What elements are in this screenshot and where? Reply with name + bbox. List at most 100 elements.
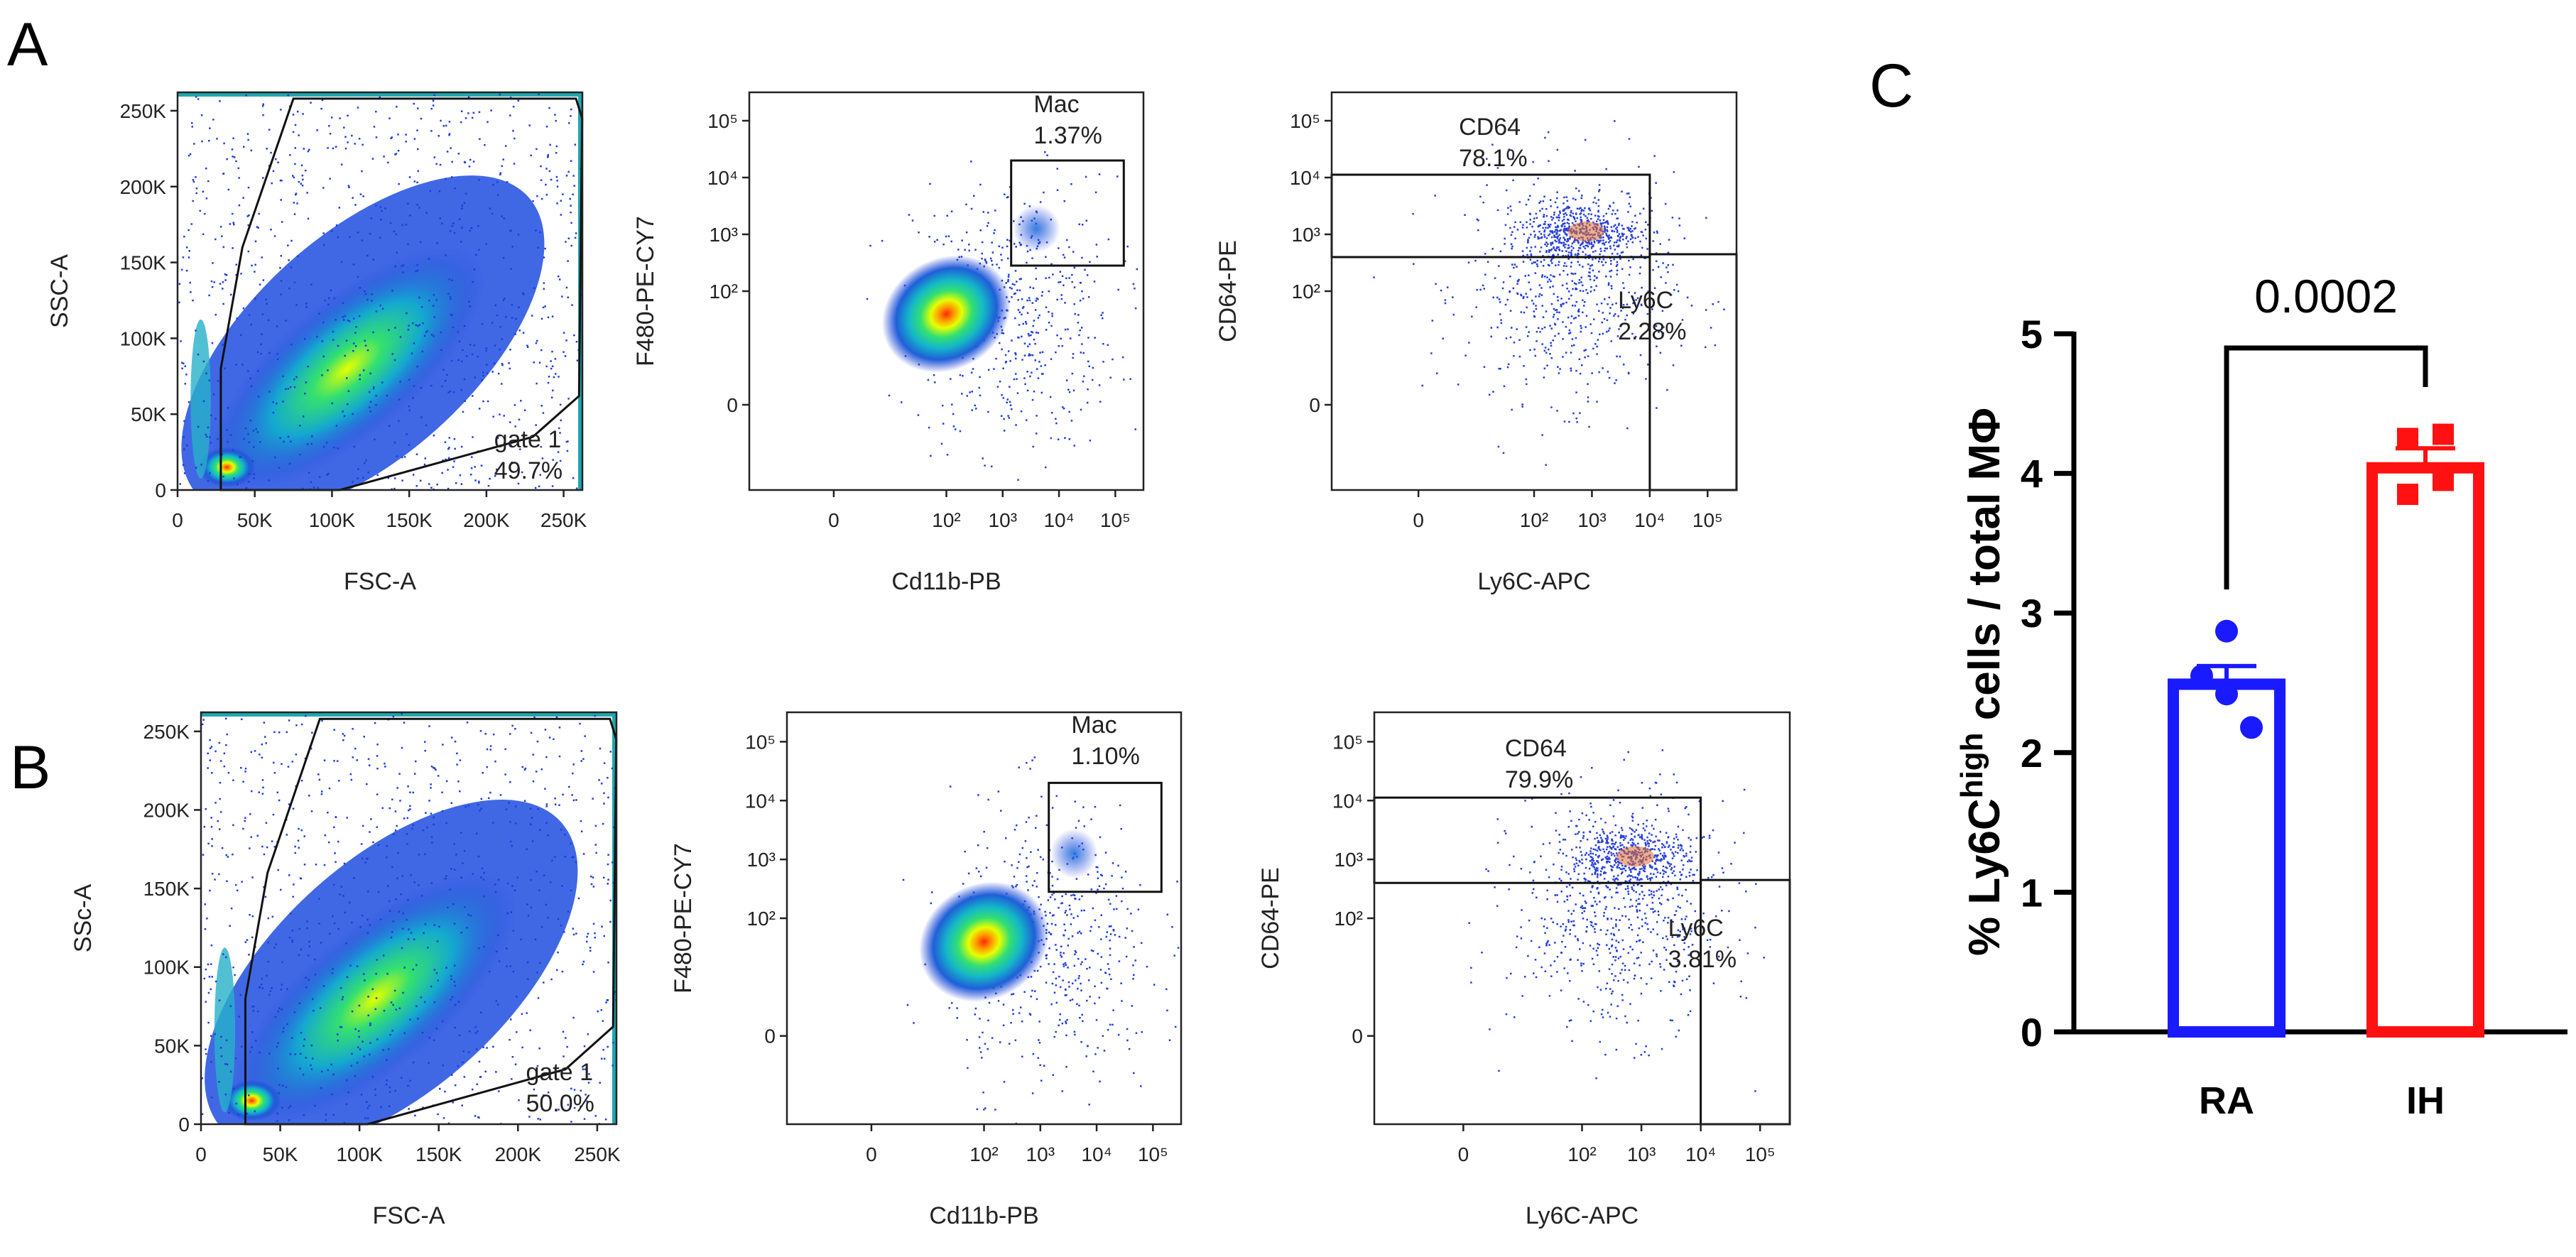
event-dot [1009, 401, 1011, 403]
event-dot [488, 970, 491, 973]
event-dot [1012, 1013, 1014, 1016]
event-dot [1031, 709, 1033, 711]
x-tick-label: 50K [263, 1143, 298, 1165]
event-dot [1027, 332, 1030, 335]
event-dot [1592, 905, 1594, 907]
event-dot [366, 349, 369, 352]
event-dot [1568, 1020, 1571, 1022]
event-dot [497, 372, 500, 375]
event-dot [974, 1007, 977, 1010]
event-dot [1563, 208, 1565, 210]
event-dot [1027, 345, 1029, 348]
event-dot [1575, 857, 1577, 859]
event-dot [1631, 929, 1634, 931]
event-dot [294, 163, 296, 165]
event-dot [1545, 237, 1548, 239]
event-dot [357, 276, 359, 278]
event-dot [1680, 844, 1682, 847]
event-dot [1556, 236, 1559, 238]
event-dot [1611, 963, 1614, 966]
event-dot [491, 371, 494, 373]
event-dot [342, 996, 344, 998]
event-dot [518, 418, 521, 421]
event-dot [1516, 229, 1519, 231]
event-dot [340, 163, 343, 165]
event-dot [249, 419, 252, 422]
event-dot [1629, 238, 1632, 241]
event-dot [305, 986, 308, 989]
event-dot [506, 912, 509, 915]
event-dot [1620, 310, 1622, 312]
event-dot [1529, 871, 1531, 874]
gate-mac [1010, 159, 1125, 267]
event-dot [1611, 973, 1613, 975]
event-dot [506, 882, 509, 885]
event-dot [1685, 888, 1687, 891]
event-dot [261, 256, 263, 259]
event-dot [1588, 220, 1590, 223]
event-dot [518, 330, 521, 332]
event-dot [1668, 239, 1670, 241]
event-dot [436, 242, 438, 244]
event-dot [1621, 962, 1624, 964]
event-dot [1556, 148, 1559, 151]
event-dot [1544, 136, 1546, 139]
event-dot [1558, 834, 1561, 836]
event-dot [548, 107, 550, 109]
event-dot [1039, 856, 1042, 859]
event-dot [1688, 975, 1690, 977]
event-dot [1074, 800, 1077, 802]
event-dot [310, 810, 313, 812]
event-dot [1570, 255, 1572, 257]
event-dot [1594, 214, 1597, 217]
event-dot [1639, 354, 1642, 357]
event-dot [420, 416, 423, 418]
event-dot [232, 156, 234, 158]
event-dot [1604, 1053, 1607, 1056]
event-dot [442, 1117, 445, 1119]
event-dot [487, 400, 489, 403]
event-dot [1591, 372, 1593, 374]
event-dot [1045, 329, 1048, 331]
event-dot [1124, 937, 1126, 939]
event-dot [276, 1112, 278, 1115]
event-dot [996, 386, 999, 388]
event-dot [1146, 965, 1148, 968]
event-dot [376, 959, 378, 961]
event-dot [1016, 378, 1018, 381]
event-dot [1544, 932, 1546, 934]
event-dot [1574, 273, 1577, 275]
event-dot [356, 965, 359, 967]
event-dot [477, 355, 479, 358]
event-dot [1553, 236, 1555, 238]
event-dot [1558, 841, 1561, 843]
event-dot [1585, 254, 1587, 256]
event-dot [276, 325, 278, 327]
event-dot [1675, 970, 1678, 973]
event-dot [1589, 265, 1592, 267]
event-dot [527, 915, 530, 917]
event-dot [526, 848, 528, 851]
event-dot [1572, 247, 1575, 249]
event-dot [460, 876, 462, 879]
y-tick-label: 10² [710, 281, 738, 303]
event-dot [291, 930, 294, 932]
event-dot [1571, 338, 1574, 340]
event-dot [1664, 202, 1667, 205]
event-dot [442, 125, 445, 127]
event-dot [1125, 955, 1128, 958]
event-dot [256, 431, 259, 433]
event-dot [320, 1070, 323, 1073]
event-dot [1053, 914, 1055, 916]
event-dot [1629, 827, 1631, 829]
event-dot [1072, 893, 1075, 896]
event-dot [403, 1032, 406, 1035]
event-dot [281, 961, 283, 964]
event-dot [209, 747, 212, 749]
event-dot [1040, 492, 1042, 494]
event-dot [415, 453, 418, 455]
event-dot [1610, 1003, 1612, 1006]
event-dot [1528, 212, 1531, 215]
event-dot [1616, 878, 1619, 881]
event-dot [1053, 1035, 1055, 1038]
